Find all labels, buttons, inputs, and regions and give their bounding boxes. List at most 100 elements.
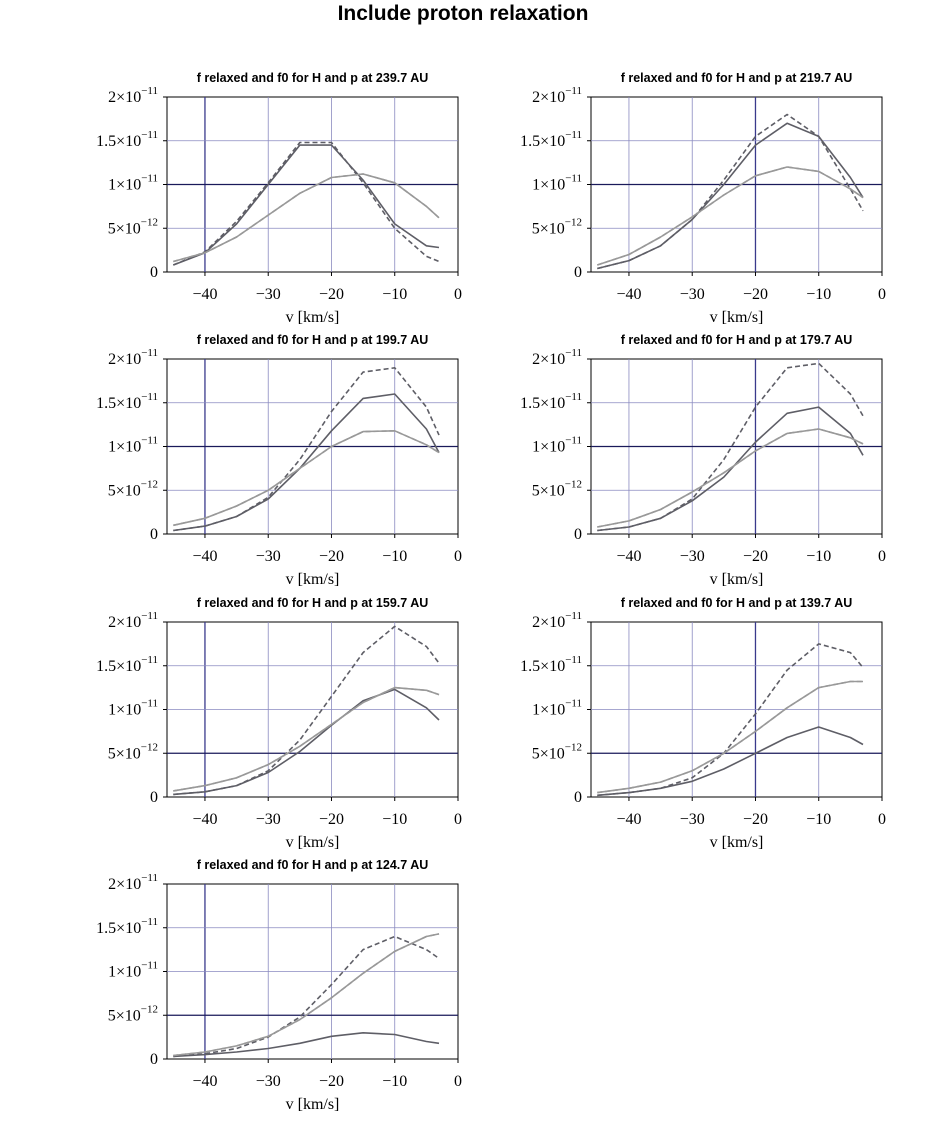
series-line-1 [173,144,440,266]
series-line-4 [597,680,863,794]
x-tick-label: 0 [878,811,886,828]
x-tick-label: −40 [616,548,641,565]
y-tick-label: 5×10−12 [108,216,158,237]
x-tick-label: −10 [382,1073,407,1090]
y-tick-label: 0 [150,1051,158,1068]
y-tick-label: 5×10−12 [532,741,582,762]
y-tick-label: 2×10−11 [532,610,582,631]
chart-panel-3: −40 −30 −20 −10 0 0 5×10−12 1×10−11 1.5×10−11 2×1… [96,333,462,588]
x-tick-label: 0 [454,1073,462,1090]
chart-panel-6: −40 −30 −20 −10 0 0 5×10−12 1×10−11 1.5×10−11 2×1… [520,596,886,851]
chart-panel-2: −40 −30 −20 −10 0 0 5×10−12 1×10−11 1.5×10−11 2×1… [520,71,886,326]
y-tick-label: 0 [574,264,582,281]
y-tick-label: 0 [574,526,582,543]
x-axis-label: v [km/s] [286,571,340,588]
y-tick-label: 1×10−11 [108,173,158,194]
series-line-2 [173,935,440,1058]
x-tick-label: −30 [256,548,281,565]
y-tick-label: 2×10−11 [108,872,158,893]
y-tick-label: 1.5×10−11 [520,391,582,412]
series-line-3 [173,686,440,792]
x-tick-label: −10 [382,548,407,565]
y-tick-label: 2×10−11 [532,85,582,106]
y-tick-label: 5×10−12 [108,478,158,499]
series-line-3 [173,933,440,1057]
y-tick-label: 2×10−11 [108,347,158,368]
y-tick-label: 1×10−11 [108,435,158,456]
series-line-2 [597,362,864,532]
y-tick-label: 1×10−11 [532,435,582,456]
x-tick-label: −30 [256,811,281,828]
x-tick-label: −10 [806,811,831,828]
series-line-2 [173,625,440,796]
series-line-4 [597,428,864,528]
y-tick-label: 1.5×10−11 [520,129,582,150]
x-axis-label: v [km/s] [286,309,340,326]
y-tick-label: 2×10−11 [108,610,158,631]
series-line-4 [173,429,440,527]
y-tick-label: 1×10−11 [532,173,582,194]
panel-title: f relaxed and f0 for H and p at 159.7 AU [197,596,429,610]
x-tick-label: −40 [616,286,641,303]
x-axis-label: v [km/s] [710,309,764,326]
x-tick-label: 0 [454,548,462,565]
panel-title: f relaxed and f0 for H and p at 179.7 AU [621,333,853,347]
y-tick-label: 1×10−11 [532,698,582,719]
x-tick-label: −10 [806,286,831,303]
series-line-2 [597,113,864,270]
y-tick-label: 0 [150,264,158,281]
y-tick-label: 0 [574,789,582,806]
y-tick-label: 5×10−12 [108,741,158,762]
series-line-4 [173,173,440,263]
x-tick-label: 0 [454,286,462,303]
x-tick-label: −20 [743,548,768,565]
x-tick-label: −20 [319,1073,344,1090]
y-tick-label: 1.5×10−11 [96,654,158,675]
series-line-1 [173,688,440,796]
y-tick-label: 1×10−11 [108,960,158,981]
x-tick-label: −20 [319,286,344,303]
x-tick-label: −20 [319,811,344,828]
series-line-1 [597,726,864,797]
x-tick-label: −30 [680,811,705,828]
series-line-2 [173,366,440,532]
x-tick-label: −40 [192,811,217,828]
y-tick-label: 1.5×10−11 [96,916,158,937]
series-line-4 [173,686,440,792]
y-tick-label: 1.5×10−11 [96,391,158,412]
chart-panel-1: −40 −30 −20 −10 0 0 5×10−12 1×10−11 1.5×10−11 2×1… [96,71,462,326]
x-tick-label: −30 [680,286,705,303]
x-axis-label: v [km/s] [286,1096,340,1113]
chart-panel-4: −40 −30 −20 −10 0 0 5×10−12 1×10−11 1.5×10−11 2×1… [520,333,886,588]
y-tick-label: 1×10−11 [108,698,158,719]
panel-title: f relaxed and f0 for H and p at 239.7 AU [197,71,429,85]
x-tick-label: −20 [319,548,344,565]
x-tick-label: −40 [192,548,217,565]
y-tick-label: 5×10−12 [108,1003,158,1024]
y-tick-label: 0 [150,526,158,543]
panel-title: f relaxed and f0 for H and p at 219.7 AU [621,71,853,85]
y-tick-label: 5×10−12 [532,478,582,499]
y-tick-label: 0 [150,789,158,806]
x-tick-label: −30 [256,1073,281,1090]
x-axis-label: v [km/s] [286,834,340,851]
x-tick-label: −40 [616,811,641,828]
x-tick-label: −30 [680,548,705,565]
series-line-3 [173,429,440,527]
x-axis-label: v [km/s] [710,571,764,588]
x-axis-label: v [km/s] [710,834,764,851]
panel-title: f relaxed and f0 for H and p at 139.7 AU [621,596,853,610]
series-line-2 [172,141,440,266]
x-tick-label: 0 [454,811,462,828]
series-line-2 [597,643,864,797]
x-tick-label: −30 [256,286,281,303]
series-line-4 [597,166,864,266]
y-tick-label: 1.5×10−11 [96,129,158,150]
x-tick-label: −20 [743,811,768,828]
x-tick-label: 0 [878,286,886,303]
series-line-3 [597,428,864,528]
x-tick-label: −10 [382,286,407,303]
page-title: Include proton relaxation [337,2,589,25]
panel-title: f relaxed and f0 for H and p at 199.7 AU [197,333,429,347]
